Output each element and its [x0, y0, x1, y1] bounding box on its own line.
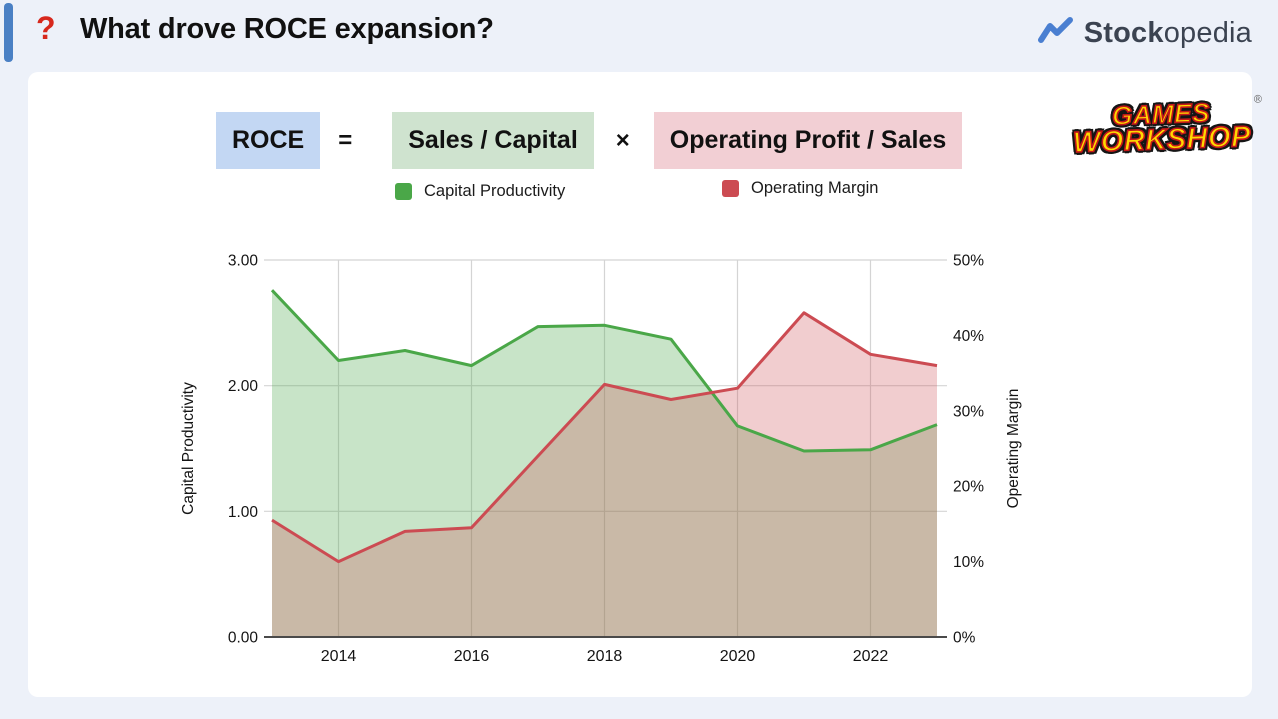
stockopedia-wordmark-light: opedia — [1163, 17, 1252, 49]
roce-formula: ROCE = Sales / Capital × Operating Profi… — [216, 112, 963, 169]
legend-operating-margin: Operating Margin — [722, 179, 878, 198]
stockopedia-wordmark-bold: Stock — [1083, 17, 1164, 49]
header-accent-bar — [4, 3, 13, 62]
svg-text:Operating Margin: Operating Margin — [1005, 389, 1022, 509]
svg-text:10%: 10% — [953, 554, 984, 571]
svg-text:2.00: 2.00 — [228, 378, 259, 395]
formula-margin-term: Operating Profit / Sales — [653, 112, 963, 169]
svg-text:40%: 40% — [953, 328, 984, 345]
svg-text:50%: 50% — [953, 253, 984, 270]
formula-equals-sign: = — [338, 126, 353, 154]
games-workshop-logo: GAMES WORKSHOP ® — [1063, 93, 1263, 160]
legend-red-swatch-icon — [722, 180, 739, 197]
svg-text:3.00: 3.00 — [228, 253, 259, 270]
svg-text:0.00: 0.00 — [228, 630, 259, 647]
legend-margin-label: Operating Margin — [751, 179, 879, 197]
svg-text:2016: 2016 — [454, 648, 490, 665]
games-workshop-logo-line2: WORKSHOP — [1072, 120, 1253, 160]
legend-capital-label: Capital Productivity — [424, 182, 566, 200]
content-card: ROCE = Sales / Capital × Operating Profi… — [28, 72, 1262, 697]
roce-chart-svg: 0.00 1.00 2.00 3.00 0% 10% 20% 30% 40% 50% 2014 201… — [180, 253, 1022, 666]
svg-text:30%: 30% — [953, 403, 984, 420]
stockopedia-logo: Stockopedia — [1037, 16, 1252, 51]
formula-multiply-sign: × — [615, 126, 630, 154]
svg-text:0%: 0% — [953, 630, 976, 647]
svg-text:1.00: 1.00 — [228, 504, 259, 521]
formula-roce-term: ROCE — [216, 112, 321, 169]
page-title: What drove ROCE expansion? — [80, 13, 494, 45]
roce-decomposition-chart: 0.00 1.00 2.00 3.00 0% 10% 20% 30% 40% 50% 2014 201… — [160, 240, 1040, 675]
formula-capital-turn-term: Sales / Capital — [392, 112, 594, 169]
svg-text:2018: 2018 — [587, 648, 623, 665]
stockopedia-wordmark: Stockopedia — [1084, 17, 1252, 50]
svg-text:20%: 20% — [953, 479, 984, 496]
legend-capital-productivity: Capital Productivity — [395, 182, 565, 201]
registered-trademark-icon: ® — [1253, 93, 1263, 106]
svg-text:2020: 2020 — [720, 648, 756, 665]
svg-text:2014: 2014 — [321, 648, 357, 665]
stockopedia-zigzag-icon — [1037, 16, 1075, 51]
question-mark-icon: ? — [36, 10, 56, 46]
legend-green-swatch-icon — [395, 183, 412, 200]
svg-text:Capital Productivity: Capital Productivity — [180, 382, 197, 515]
svg-text:2022: 2022 — [853, 648, 889, 665]
